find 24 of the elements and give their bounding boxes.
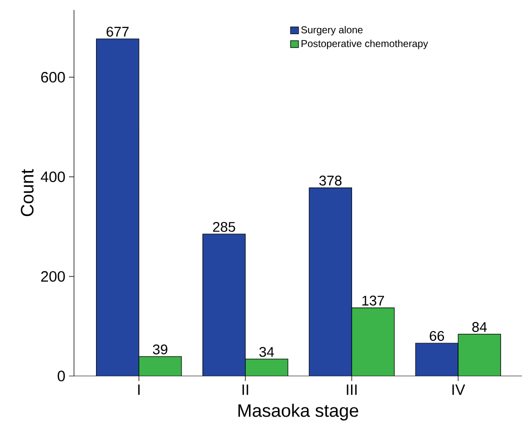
- y-tick-label: 200: [41, 271, 65, 282]
- data-label: 285: [213, 222, 236, 232]
- data-label: 137: [362, 296, 384, 306]
- data-label: 677: [106, 26, 129, 37]
- legend-label: Surgery alone: [301, 26, 363, 36]
- x-tick-label: IV: [452, 384, 466, 395]
- data-label: 34: [259, 346, 274, 357]
- y-tick-label: 600: [41, 72, 65, 83]
- bar: [138, 356, 182, 376]
- bar: [352, 308, 394, 376]
- data-label: 84: [472, 322, 487, 332]
- x-axis-title: Masaoka stage: [238, 404, 358, 420]
- y-axis-title: Count: [20, 169, 34, 216]
- y-tick-label: 0: [58, 370, 65, 382]
- bar: [245, 359, 288, 376]
- y-tick-label: 400: [40, 172, 65, 182]
- data-label: 66: [430, 331, 444, 341]
- bar: [458, 334, 502, 376]
- x-tick-label: III: [346, 384, 357, 395]
- legend-label: Postoperative chemotherapy: [302, 40, 428, 50]
- x-tick-label: I: [138, 384, 140, 395]
- data-label: 378: [319, 176, 342, 186]
- x-tick-label: II: [242, 384, 248, 395]
- data-label: 39: [152, 344, 168, 354]
